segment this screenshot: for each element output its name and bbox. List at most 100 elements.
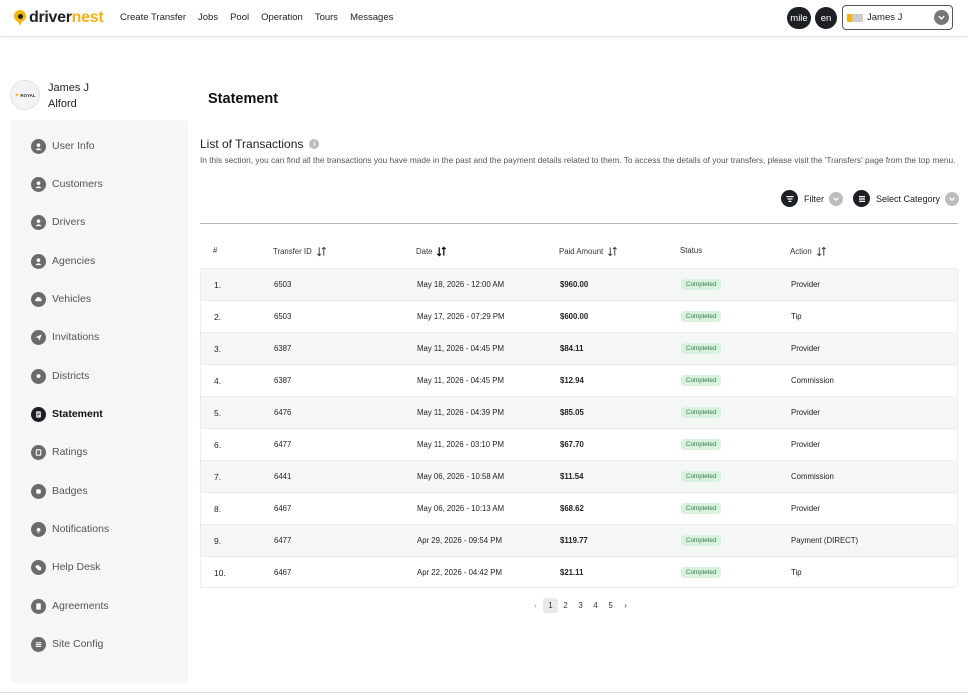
- table-row[interactable]: 9. 6477 Apr 29, 2026 - 09:54 PM $119.77 …: [201, 525, 957, 557]
- row-number: 7.: [214, 471, 222, 482]
- sort-icon[interactable]: [816, 246, 827, 257]
- sidebar-item-notifications[interactable]: Notifications: [31, 519, 109, 539]
- sidebar-item-label: Notifications: [52, 523, 110, 535]
- sidebar-item-label: Customers: [52, 178, 103, 190]
- main-nav: Create Transfer Jobs Pool Operation Tour…: [120, 12, 405, 23]
- row-number: 9.: [214, 535, 222, 546]
- page-button-4[interactable]: 4: [593, 601, 598, 610]
- status-badge: Completed: [681, 535, 722, 546]
- section-description: In this section, you can find all the tr…: [200, 155, 956, 165]
- header-action[interactable]: Action: [790, 246, 827, 257]
- sidebar-item-statement[interactable]: Statement: [31, 404, 103, 424]
- page-button-3[interactable]: 3: [578, 601, 583, 610]
- table-header: # Transfer ID Date Paid Amount Status Ac…: [200, 246, 958, 262]
- row-number: 5.: [214, 407, 222, 418]
- logo-pin-icon: [14, 10, 26, 26]
- next-page-button[interactable]: ›: [624, 601, 627, 610]
- row-amount: $960.00: [560, 280, 589, 289]
- sidebar-item-label: Drivers: [52, 216, 86, 228]
- table-row[interactable]: 3. 6387 May 11, 2026 - 04:45 PM $84.11 C…: [201, 333, 957, 365]
- row-action: Payment (DIRECT): [791, 536, 859, 545]
- nav-create-transfer[interactable]: Create Transfer: [120, 12, 186, 23]
- sidebar-item-agencies[interactable]: Agencies: [31, 251, 95, 271]
- nav-tours[interactable]: Tours: [314, 12, 339, 23]
- header-transfer-id[interactable]: Transfer ID: [273, 246, 327, 257]
- top-bar: drivernest Create Transfer Jobs Pool Ope…: [0, 0, 968, 37]
- row-transfer-id: 6503: [274, 312, 292, 321]
- row-transfer-id: 6467: [274, 504, 292, 513]
- sidebar-item-customers[interactable]: Customers: [31, 174, 103, 194]
- row-number: 1.: [214, 279, 222, 290]
- status-badge: Completed: [681, 279, 722, 290]
- sidebar-item-label: Districts: [52, 370, 90, 382]
- sidebar-item-site-config[interactable]: Site Config: [31, 634, 103, 654]
- table-row[interactable]: 2. 6503 May 17, 2026 - 07:29 PM $600.00 …: [201, 301, 957, 333]
- header-date[interactable]: Date: [416, 246, 447, 257]
- sort-icon[interactable]: [607, 246, 618, 257]
- table-row[interactable]: 8. 6467 May 06, 2026 - 10:13 AM $68.62 C…: [201, 493, 957, 525]
- sort-icon[interactable]: [436, 246, 447, 257]
- prev-page-button[interactable]: ‹: [534, 601, 537, 610]
- sidebar-item-agreements[interactable]: Agreements: [31, 596, 109, 616]
- sidebar-item-ratings[interactable]: Ratings: [31, 442, 88, 462]
- sidebar-item-districts[interactable]: Districts: [31, 366, 89, 386]
- row-date: May 11, 2026 - 04:45 PM: [417, 344, 504, 353]
- sidebar-item-label: User Info: [52, 140, 95, 152]
- page-button-1[interactable]: 1: [543, 598, 558, 613]
- row-amount: $68.62: [560, 504, 584, 513]
- sidebar-item-help-desk[interactable]: Help Desk: [31, 557, 100, 577]
- sidebar-item-vehicles[interactable]: Vehicles: [31, 289, 91, 309]
- category-select[interactable]: Select Category: [853, 190, 960, 207]
- statement-icon: [31, 406, 46, 422]
- nav-pool[interactable]: Pool: [230, 12, 250, 23]
- page-button-5[interactable]: 5: [608, 601, 613, 610]
- table-row[interactable]: 5. 6476 May 11, 2026 - 04:39 PM $85.05 C…: [201, 397, 957, 429]
- sidebar-item-label: Site Config: [52, 638, 104, 650]
- sidebar-item-invitations[interactable]: Invitations: [31, 327, 99, 347]
- header-number: #: [213, 246, 218, 255]
- sidebar-item-label: Agreements: [52, 600, 109, 612]
- category-label: Select Category: [876, 193, 941, 204]
- row-amount: $600.00: [560, 312, 589, 321]
- table-row[interactable]: 1. 6503 May 18, 2026 - 12:00 AM $960.00 …: [201, 269, 957, 301]
- profile-name: James J Alford: [48, 80, 89, 112]
- invitation-icon: [31, 329, 46, 345]
- table-row[interactable]: 7. 6441 May 06, 2026 - 10:58 AM $11.54 C…: [201, 461, 957, 493]
- section-title-text: List of Transactions: [200, 137, 304, 151]
- user-icon: [31, 138, 46, 154]
- sort-icon[interactable]: [316, 246, 327, 257]
- row-amount: $67.70: [560, 440, 584, 449]
- sidebar-item-drivers[interactable]: Drivers: [31, 212, 85, 232]
- nav-operation[interactable]: Operation: [261, 12, 303, 23]
- status-badge: Completed: [681, 407, 722, 418]
- chevron-down-icon: [934, 10, 949, 25]
- table-row[interactable]: 10. 6467 Apr 22, 2026 - 04:42 PM $21.11 …: [201, 557, 957, 587]
- row-date: May 18, 2026 - 12:00 AM: [417, 280, 505, 289]
- sidebar-item-badges[interactable]: Badges: [31, 481, 88, 501]
- page-button-2[interactable]: 2: [563, 601, 568, 610]
- footer-divider: [0, 692, 968, 693]
- row-date: Apr 22, 2026 - 04:42 PM: [417, 568, 502, 577]
- logo[interactable]: drivernest: [14, 8, 104, 28]
- row-action: Provider: [791, 408, 821, 417]
- nav-jobs[interactable]: Jobs: [198, 12, 219, 23]
- filter-control[interactable]: Filter: [781, 190, 843, 207]
- table-row[interactable]: 6. 6477 May 11, 2026 - 03:10 PM $67.70 C…: [201, 429, 957, 461]
- unit-toggle[interactable]: mile: [787, 7, 811, 29]
- header-paid-amount[interactable]: Paid Amount: [559, 246, 618, 257]
- help-desk-icon: [31, 559, 46, 575]
- language-toggle[interactable]: en: [815, 7, 837, 29]
- sidebar-item-user-info[interactable]: User Info: [31, 136, 95, 156]
- user-select-value: James J: [867, 12, 903, 23]
- status-badge: Completed: [681, 311, 722, 322]
- user-select[interactable]: James J: [842, 5, 953, 30]
- table-row[interactable]: 4. 6387 May 11, 2026 - 04:45 PM $12.94 C…: [201, 365, 957, 397]
- nav-messages[interactable]: Messages: [350, 12, 394, 23]
- row-amount: $85.05: [560, 408, 584, 417]
- row-date: May 17, 2026 - 07:29 PM: [417, 312, 505, 321]
- sidebar-item-label: Ratings: [52, 446, 88, 458]
- driver-icon: [31, 214, 46, 230]
- customer-icon: [31, 176, 46, 192]
- info-icon[interactable]: i: [309, 139, 320, 149]
- badge-icon: [31, 483, 46, 499]
